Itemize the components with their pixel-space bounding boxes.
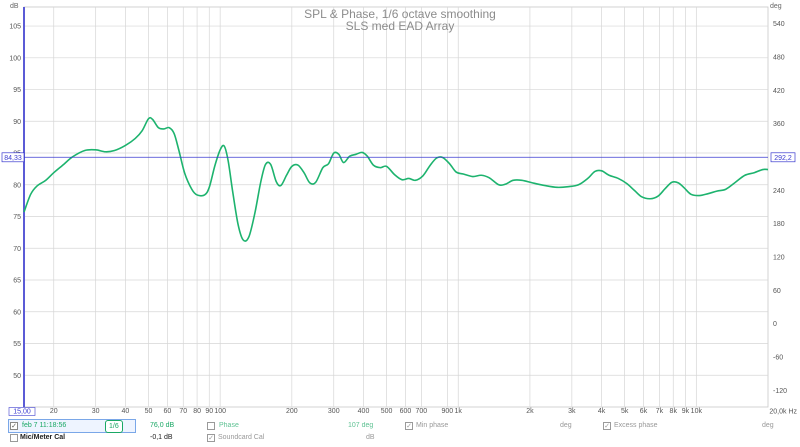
x-tick-label: 3k xyxy=(568,408,576,415)
cursor-left-label: 84,33 xyxy=(4,155,22,162)
x-tick-label: 20 xyxy=(50,408,58,415)
y-right-tick-label: 240 xyxy=(773,188,785,195)
selected-measurement-highlight[interactable] xyxy=(8,419,136,433)
x-tick-label: 500 xyxy=(381,408,393,415)
mic-cal-label: Mic/Meter Cal xyxy=(20,434,66,441)
y-left-tick-label: 70 xyxy=(13,246,21,253)
min-phase-unit: deg xyxy=(560,422,572,429)
y-right-tick-label: 540 xyxy=(773,21,785,28)
mic-cal-value: -0,1 dB xyxy=(150,434,173,441)
x-tick-label: 7k xyxy=(656,408,664,415)
y-right-unit-label: deg xyxy=(770,3,782,10)
y-left-tick-label: 105 xyxy=(9,24,21,31)
x-start-label-box xyxy=(8,407,36,416)
measurement-visible-checkbox[interactable]: ✓ xyxy=(10,422,18,430)
x-tick-label: 70 xyxy=(179,408,187,415)
y-left-tick-label: 65 xyxy=(13,278,21,285)
x-tick-label: 1k xyxy=(455,408,463,415)
y-right-tick-label: 120 xyxy=(773,255,785,262)
y-left-unit-label: dB xyxy=(10,3,19,10)
x-tick-label: 40 xyxy=(122,408,130,415)
y-right-tick-label: -60 xyxy=(773,355,783,362)
cursor-right-label: 292,2 xyxy=(774,155,792,162)
y-right-tick-label: 360 xyxy=(773,121,785,128)
measurement-level: 76,0 dB xyxy=(150,422,175,429)
y-left-tick-label: 90 xyxy=(13,119,21,126)
min-phase-label: Min phase xyxy=(416,422,449,429)
y-left-tick-label: 60 xyxy=(13,309,21,316)
x-tick-label: 900 xyxy=(442,408,454,415)
spl-series-line xyxy=(23,116,769,242)
x-tick-label: 90 xyxy=(205,408,213,415)
phase-label: Phase xyxy=(219,422,239,429)
x-start-label: 15,00 xyxy=(13,409,31,416)
y-left-tick-label: 100 xyxy=(9,55,21,62)
x-tick-label: 80 xyxy=(193,408,201,415)
x-tick-label: 4k xyxy=(598,408,606,415)
cursor-left-label-box xyxy=(1,152,25,163)
phase-value: 107 deg xyxy=(348,422,374,429)
x-tick-label: 700 xyxy=(416,408,428,415)
x-tick-label: 5k xyxy=(621,408,629,415)
measurement-name[interactable]: feb 7 11:18:56 xyxy=(22,422,67,429)
x-tick-label: 10k xyxy=(691,408,703,415)
legend-row-measurement: ✓ feb 7 11:18:56 1/6 76,0 dB Phase 107 d… xyxy=(0,418,800,435)
chart-subtitle: SLS med EAD Array xyxy=(346,19,455,33)
x-tick-label: 300 xyxy=(328,408,340,415)
y-left-tick-label: 95 xyxy=(13,87,21,94)
y-right-tick-label: 420 xyxy=(773,88,785,95)
spl-phase-chart[interactable]: 20 30 40 50 60 70 80 90 100 200 300 400 500 600 700 900… xyxy=(0,0,800,418)
x-tick-label: 200 xyxy=(286,408,298,415)
y-left-tick-label: 75 xyxy=(13,214,21,221)
phase-checkbox[interactable] xyxy=(207,422,215,430)
x-end-label: 20,0k Hz xyxy=(769,409,797,416)
x-tick-label: 400 xyxy=(358,408,370,415)
x-tick-label: 600 xyxy=(400,408,412,415)
legend-row-calibration: Mic/Meter Cal -0,1 dB ✓ Soundcard Cal dB xyxy=(0,430,800,447)
plot-area[interactable] xyxy=(23,6,769,408)
soundcard-cal-unit: dB xyxy=(366,434,375,441)
x-tick-label: 60 xyxy=(163,408,171,415)
y-right-tick-label: 60 xyxy=(773,288,781,295)
x-tick-label: 50 xyxy=(145,408,153,415)
min-phase-checkbox[interactable]: ✓ xyxy=(405,422,413,430)
x-tick-label: 9k xyxy=(682,408,690,415)
cursor-right-label-box xyxy=(770,152,796,163)
mic-cal-checkbox[interactable] xyxy=(10,434,18,442)
excess-phase-unit: deg xyxy=(762,422,774,429)
smoothing-badge[interactable]: 1/6 xyxy=(105,420,123,433)
x-tick-label: 30 xyxy=(92,408,100,415)
y-right-tick-label: 480 xyxy=(773,55,785,62)
y-left-tick-label: 55 xyxy=(13,341,21,348)
y-right-tick-label: 0 xyxy=(773,321,777,328)
y-left-tick-label: 80 xyxy=(13,182,21,189)
y-right-tick-label: -120 xyxy=(773,388,787,395)
soundcard-cal-checkbox[interactable]: ✓ xyxy=(207,434,215,442)
x-tick-label: 100 xyxy=(214,408,226,415)
soundcard-cal-label: Soundcard Cal xyxy=(218,434,265,441)
x-tick-label: 6k xyxy=(640,408,648,415)
y-left-tick-label: 50 xyxy=(13,373,21,380)
x-tick-label: 2k xyxy=(526,408,534,415)
excess-phase-label: Excess phase xyxy=(614,422,658,429)
chart-title: SPL & Phase, 1/6 octave smoothing xyxy=(304,7,496,21)
excess-phase-checkbox[interactable]: ✓ xyxy=(603,422,611,430)
x-tick-label: 8k xyxy=(670,408,678,415)
y-right-tick-label: 180 xyxy=(773,221,785,228)
